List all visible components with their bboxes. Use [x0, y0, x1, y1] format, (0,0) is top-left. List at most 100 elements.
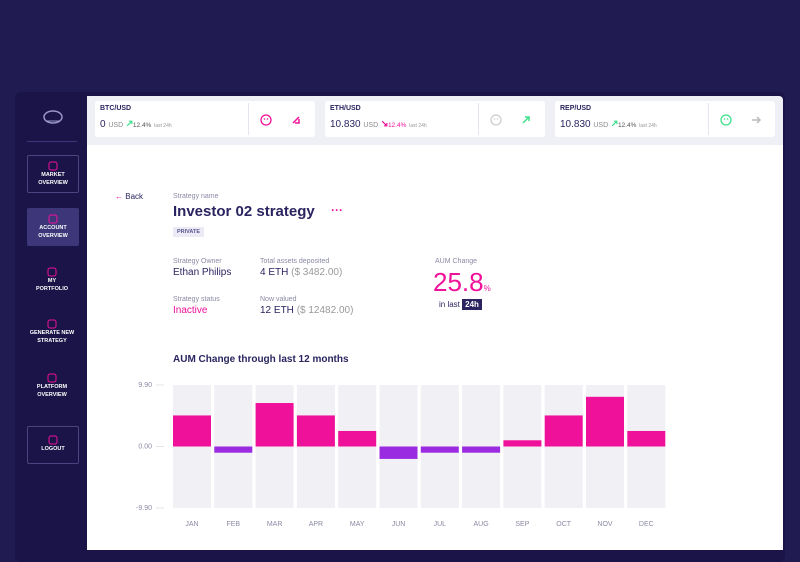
- label: Strategy Owner: [173, 258, 222, 265]
- nav-label: PLATFORM: [36, 384, 68, 390]
- value: 10.830: [330, 119, 361, 130]
- aum-value: 25.8: [433, 267, 484, 297]
- change-value: 12.4%: [617, 122, 637, 129]
- x-tick-label: SEP: [515, 521, 529, 528]
- deposited: 4 ETH: [260, 267, 289, 278]
- bar: [296, 415, 335, 447]
- change-value: 12.4%: [387, 122, 407, 129]
- x-tick-label: MAR: [267, 521, 283, 528]
- chart-title: AUM Change through last 12 months: [173, 354, 349, 365]
- logo: [43, 110, 63, 124]
- back-link[interactable]: ← Back: [115, 192, 144, 201]
- more-menu[interactable]: ···: [331, 203, 343, 217]
- ticker-card: REP/USD 10.830 USD 12.4% last 24h: [555, 101, 775, 137]
- trend-icon: [126, 120, 133, 127]
- nav-item[interactable]: ACCOUNT OVERVIEW: [27, 208, 79, 246]
- ticker-card: ETH/USD 10.830 USD 12.4% last 24h: [325, 101, 545, 137]
- y-tick-label: 9.90: [138, 382, 152, 389]
- nav-icon: [48, 161, 58, 171]
- bar: [420, 446, 459, 453]
- nav-label: LOGOUT: [41, 446, 65, 452]
- x-tick-label: AUG: [474, 521, 489, 528]
- nav-item[interactable]: PLATFORM OVERVIEW: [27, 368, 77, 404]
- nav-icon: [47, 267, 57, 277]
- bar: [462, 446, 501, 453]
- status-icons: [490, 114, 530, 126]
- bar: [214, 446, 253, 453]
- chart: 9.90 0.00 -9.90 JAN FEB MAR APR MAY JUN JUL AUG SEP…: [136, 382, 666, 528]
- value: 0: [100, 119, 106, 130]
- nav-label: OVERVIEW: [38, 180, 68, 186]
- ticker-pair: REP/USD: [560, 105, 592, 112]
- period: last 24h: [409, 123, 427, 129]
- x-tick-label: APR: [309, 521, 323, 528]
- divider: [27, 141, 77, 142]
- nav-label: PORTFOLIO: [35, 286, 69, 292]
- ticker-pair: BTC/USD: [100, 105, 132, 112]
- change: 12.4%: [611, 120, 637, 129]
- valued: 12 ETH: [260, 305, 294, 316]
- x-tick-label: JAN: [185, 521, 198, 528]
- change: 12.4%: [381, 120, 407, 129]
- bar: [586, 396, 624, 447]
- valued-usd: ($ 12482.00): [296, 305, 354, 316]
- bar: [627, 430, 666, 447]
- status: Inactive: [173, 305, 208, 316]
- label: Total assets deposited: [260, 258, 330, 265]
- nav-label: ACCOUNT: [39, 225, 67, 231]
- trend-icon: [381, 120, 388, 127]
- period: last 24h: [639, 123, 657, 129]
- label: Now valued: [260, 296, 297, 303]
- label: in last: [439, 300, 460, 309]
- nav-label: GENERATE NEW: [29, 330, 75, 336]
- nav-icon: [47, 373, 57, 383]
- nav-item[interactable]: MY PORTFOLIO: [27, 262, 77, 298]
- divider: [708, 103, 709, 135]
- label: AUM Change: [435, 258, 478, 265]
- nav-icon: [47, 319, 57, 329]
- nav-item[interactable]: GENERATE NEW STRATEGY: [27, 314, 77, 350]
- nav-item[interactable]: LOGOUT: [27, 426, 79, 464]
- badge: PRIVATE: [173, 227, 205, 237]
- strategy-name: Investor 02 strategy: [173, 203, 315, 220]
- ticker-value: 10.830 USD 12.4% last 24h: [330, 119, 427, 130]
- period: last 24h: [154, 123, 172, 129]
- x-tick-label: OCT: [556, 521, 572, 528]
- deposited-usd: ($ 3482.00): [291, 267, 343, 278]
- back-text[interactable]: Back: [125, 192, 144, 201]
- bar: [544, 415, 583, 447]
- divider: [248, 103, 249, 135]
- divider: [478, 103, 479, 135]
- nav-label: MY: [47, 278, 57, 284]
- nav-item[interactable]: MARKET OVERVIEW: [27, 155, 79, 193]
- x-tick-label: JUN: [392, 521, 406, 528]
- unit: USD: [593, 122, 609, 129]
- unit: USD: [108, 122, 124, 129]
- label: Strategy status: [173, 296, 220, 303]
- change-value: 12.4%: [132, 122, 152, 129]
- period-select[interactable]: 24h: [462, 299, 482, 310]
- nav-label: OVERVIEW: [37, 392, 67, 398]
- value: 10.830: [560, 119, 591, 130]
- bar: [503, 440, 542, 447]
- nav-icon: [48, 214, 58, 224]
- x-tick-label: DEC: [639, 521, 654, 528]
- page: BTC/USD 0 USD 12.4% last 24h ETH/USD 10.830…: [27, 96, 783, 550]
- y-tick-label: -9.90: [136, 505, 152, 512]
- ticker-value: 0 USD 12.4% last 24h: [100, 119, 172, 130]
- bar: [338, 430, 377, 447]
- unit: USD: [363, 122, 379, 129]
- nav-icon: [48, 435, 58, 445]
- x-tick-label: JUL: [434, 521, 447, 528]
- nav-label: MARKET: [41, 172, 65, 178]
- y-tick-label: 0.00: [138, 443, 152, 450]
- bar: [173, 415, 211, 447]
- change: 12.4%: [126, 120, 152, 129]
- x-tick-label: NOV: [597, 521, 613, 528]
- nav-label: STRATEGY: [37, 338, 67, 344]
- x-tick-label: MAY: [350, 521, 365, 528]
- owner: Ethan Philips: [173, 267, 232, 278]
- bar: [255, 403, 294, 447]
- nav-label: OVERVIEW: [38, 233, 68, 239]
- status-icons: [260, 114, 300, 126]
